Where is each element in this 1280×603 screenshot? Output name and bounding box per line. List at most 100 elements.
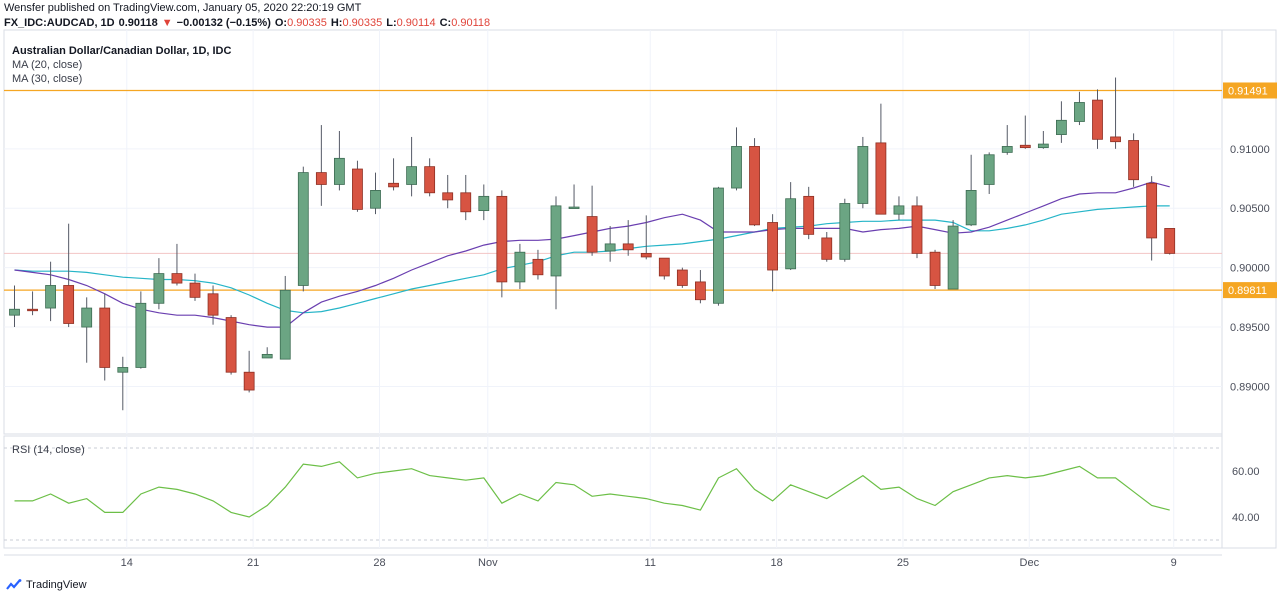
candle	[388, 158, 399, 191]
candle-body	[27, 308, 38, 312]
candle	[893, 196, 905, 221]
candle	[875, 103, 887, 215]
candle-body	[514, 251, 526, 283]
legend-rsi[interactable]: RSI (14, close)	[12, 444, 85, 456]
candle-body	[695, 281, 706, 301]
candle-body	[857, 146, 869, 204]
candle	[857, 136, 869, 209]
candle-body	[153, 273, 165, 304]
candle	[99, 293, 111, 381]
candle-body	[911, 205, 923, 254]
candle	[478, 184, 490, 221]
candle-body	[875, 142, 887, 215]
candle-body	[45, 285, 56, 309]
candle-body	[821, 237, 833, 260]
candle	[207, 285, 219, 325]
candle	[803, 186, 815, 240]
candle-body	[1001, 146, 1013, 153]
candle	[460, 174, 472, 221]
candle	[442, 174, 454, 209]
price-tick-label: 0.90500	[1230, 203, 1270, 215]
candle-body	[333, 157, 345, 185]
candle	[929, 249, 941, 290]
candle	[911, 196, 923, 259]
candle-body	[785, 198, 797, 270]
candle	[1164, 228, 1176, 255]
time-tick-label: Dec	[1020, 557, 1040, 569]
high-value: 0.90335	[342, 17, 383, 29]
candle-body	[496, 195, 508, 283]
legend-ma30[interactable]: MA (30, close)	[12, 73, 83, 85]
candle-body	[731, 146, 742, 189]
candle-body	[171, 273, 183, 284]
tradingview-brand[interactable]: TradingView	[6, 579, 87, 591]
candle-body	[424, 166, 436, 194]
candle-body	[983, 154, 995, 185]
tradingview-logo-icon	[6, 579, 22, 590]
candle	[171, 243, 183, 286]
low-label: L:	[386, 17, 397, 29]
candle	[1056, 101, 1067, 143]
time-tick-label: 25	[897, 557, 909, 569]
candle-body	[803, 195, 815, 235]
horizontal-line-label: 0.91491	[1228, 85, 1268, 97]
candle	[550, 196, 562, 310]
price-tick-label: 0.89000	[1230, 381, 1270, 393]
time-tick-label: 14	[121, 557, 133, 569]
candle	[749, 138, 760, 227]
candle	[406, 136, 418, 197]
chart-title: Australian Dollar/Canadian Dollar, 1D, I…	[12, 45, 232, 57]
candle-body	[532, 258, 544, 276]
symbol: FX_IDC:AUDCAD, 1D	[4, 17, 115, 29]
candle	[370, 172, 381, 215]
horizontal-line-label-bg	[1223, 82, 1277, 99]
brand-name: TradingView	[26, 579, 87, 591]
candle	[315, 125, 327, 206]
publisher-line: Wensfer published on TradingView.com, Ja…	[4, 2, 362, 14]
ohlc-line: FX_IDC:AUDCAD, 1D 0.90118 ▼ −0.00132 (−0.15…	[4, 17, 490, 29]
axes: 0.89000 0.89500 0.90000 0.90500 0.91000 14 21 2…	[4, 144, 1270, 569]
candle	[1092, 89, 1103, 149]
candle-body	[207, 293, 219, 316]
horizontal-lines[interactable]: 0.91491 0.89811	[4, 82, 1277, 299]
close-label: C:	[439, 17, 452, 29]
candle	[713, 186, 724, 306]
price-tick-label: 0.89500	[1230, 322, 1270, 334]
candle-body	[749, 146, 760, 226]
candle	[514, 243, 526, 290]
candle-body	[370, 190, 381, 209]
rsi-series	[4, 447, 1222, 541]
candle-body	[442, 192, 454, 201]
open-label: O:	[274, 17, 288, 29]
candle-body	[406, 166, 418, 185]
down-arrow-icon: ▼	[161, 17, 173, 29]
candle	[45, 261, 56, 322]
grid	[3, 29, 1277, 549]
time-tick-label: 9	[1171, 557, 1177, 569]
candle	[9, 285, 20, 328]
price-tick-label: 0.91000	[1230, 144, 1270, 156]
change: −0.00132 (−0.15%)	[176, 17, 271, 29]
candle	[1074, 91, 1085, 126]
candle	[81, 297, 93, 363]
candle-body	[460, 192, 472, 213]
candle	[27, 291, 38, 316]
candle-body	[839, 203, 851, 260]
candle	[1128, 133, 1139, 187]
candle	[496, 190, 508, 298]
candle	[947, 220, 959, 290]
candle	[261, 347, 273, 359]
candle-body	[550, 205, 562, 277]
candle-body	[713, 187, 724, 304]
candle-body	[63, 285, 75, 324]
legend-ma20[interactable]: MA (20, close)	[12, 59, 83, 71]
candle-body	[388, 182, 399, 188]
candle	[821, 232, 833, 262]
candle	[117, 356, 129, 411]
candle-body	[1092, 99, 1103, 140]
candle	[785, 182, 797, 271]
candle	[352, 160, 363, 212]
price-tick-label: 0.90000	[1230, 263, 1270, 275]
time-tick-label: 18	[770, 557, 782, 569]
